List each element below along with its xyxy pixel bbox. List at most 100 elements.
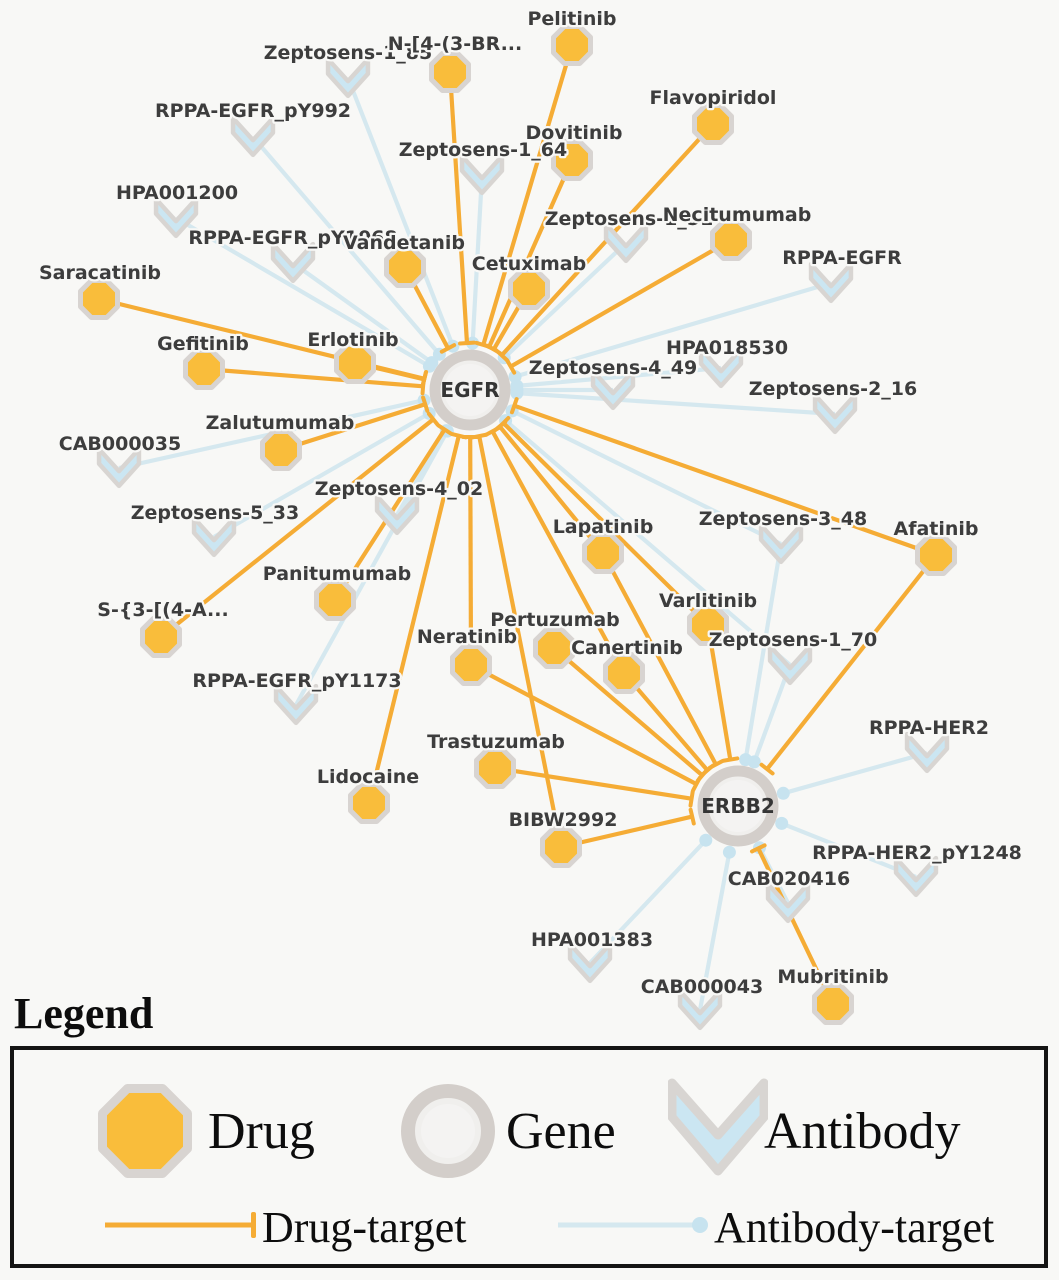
drug-node-Pelitinib[interactable] (551, 24, 593, 66)
node-label: Pelitinib (527, 8, 616, 30)
antibody-node-CAB000035[interactable] (96, 446, 142, 489)
node-label: CAB020416 (728, 868, 850, 890)
drug-icon (98, 1084, 192, 1178)
drug-node-Neratinib[interactable] (450, 644, 492, 686)
drug-node-Zalutumumab[interactable] (260, 429, 302, 471)
drug-target-edge (470, 663, 702, 793)
antibody-node-RPPA-HER2[interactable] (904, 731, 950, 774)
drug-node-Trastuzumab[interactable] (474, 747, 516, 789)
node-label: Zeptosens-1_64 (399, 139, 567, 161)
drug-node-Lidocaine[interactable] (348, 782, 390, 824)
drug-target-edge (505, 238, 733, 375)
antibody-target-edge (294, 424, 454, 707)
drug-node-Vandetanib[interactable] (384, 246, 426, 288)
node-label: Neratinib (417, 626, 517, 648)
drug-target-edge (622, 671, 715, 777)
drug-node-S-{3-[(4-A...[interactable] (140, 616, 182, 658)
antibody-node-HPA001383[interactable] (567, 941, 613, 984)
node-label: RPPA-EGFR (782, 247, 902, 269)
drug-target-edge (480, 159, 574, 352)
antibody-node-Zeptosens-2_16[interactable] (812, 392, 858, 435)
node-label: Dovitinib (526, 122, 623, 144)
legend-item-antibody: Antibody (764, 1103, 961, 1160)
drug-node-Panitumumab[interactable] (314, 579, 356, 621)
antibody-node-Zeptosens-1_51[interactable] (603, 221, 649, 264)
antibody-target-edge (346, 77, 460, 353)
drug-node-Erlotinib[interactable] (334, 342, 376, 384)
node-label: Varlitinib (659, 590, 757, 612)
drug-node-Necitumumab[interactable] (710, 219, 752, 261)
antibody-node-HPA001200[interactable] (153, 196, 199, 239)
legend-item-drug: Drug (208, 1103, 315, 1160)
legend-item-drug-target: Drug-target (262, 1203, 467, 1252)
antibody-node-Zeptosens-4_02[interactable] (374, 493, 420, 536)
antibody-node-RPPA-EGFR_pY1173[interactable] (273, 683, 319, 726)
node-label: RPPA-EGFR_pY992 (155, 100, 351, 122)
antibody-target-edge-icon (558, 1217, 708, 1233)
drug-node-Varlitinib[interactable] (687, 604, 729, 646)
antibody-target-edge (505, 404, 782, 546)
node-label: Zeptosens-1_51 (545, 208, 713, 230)
antibody-target-edge (212, 406, 436, 539)
node-label: Afatinib (893, 518, 978, 540)
antibody-target-edge (697, 845, 736, 1011)
drug-target-edge (470, 432, 564, 848)
antibody-node-RPPA-EGFR[interactable] (808, 261, 854, 304)
node-label: Zalutumumab (206, 412, 355, 434)
drug-node-Saracatinib[interactable] (78, 278, 120, 320)
drug-target-edge (749, 843, 835, 1005)
drug-node-Cetuximab[interactable] (508, 268, 550, 310)
drug-node-BIBW2992[interactable] (540, 826, 582, 868)
node-label: BIBW2992 (509, 809, 618, 831)
antibody-node-Zeptosens-5_33[interactable] (191, 515, 237, 558)
drug-node-Gefitinib[interactable] (183, 348, 225, 390)
antibody-target-edge (466, 174, 485, 350)
antibody-target-edge (499, 414, 792, 667)
drug-target-edge (474, 44, 575, 349)
antibody-node-Zeptosens-1_85[interactable] (325, 56, 371, 99)
legend-item-gene: Gene (506, 1103, 616, 1160)
antibody-node-RPPA-HER2_pY1248[interactable] (893, 855, 939, 898)
gene-node-EGFR[interactable]: EGFR (429, 349, 511, 431)
node-label: HPA018530 (666, 337, 788, 359)
drug-node-Canertinib[interactable] (603, 652, 645, 694)
antibody-node-Zeptosens-1_70[interactable] (767, 643, 813, 686)
antibody-node-Zeptosens-1_64[interactable] (459, 153, 505, 196)
node-label: HPA001200 (116, 182, 238, 204)
antibody-node-Zeptosens-4_49[interactable] (590, 368, 636, 411)
node-label: Gefitinib (157, 333, 249, 355)
antibody-node-RPPA-EGFR_pY992[interactable] (230, 115, 276, 158)
node-label: Zeptosens-1_70 (709, 629, 877, 651)
node-label: Necitumumab (663, 204, 812, 226)
drug-node-N-[4-(3-BR...[interactable] (429, 51, 471, 93)
node-label: RPPA-EGFR_pY1068 (188, 227, 397, 249)
drug-node-Lapatinib[interactable] (582, 532, 624, 574)
node-label: Pertuzumab (490, 609, 620, 631)
drug-node-Dovitinib[interactable] (551, 139, 593, 181)
node-label: N-[4-(3-BR... (388, 33, 522, 55)
drug-node-Flavopiridol[interactable] (692, 103, 734, 145)
node-label: Canertinib (571, 637, 683, 659)
antibody-node-CAB000043[interactable] (677, 988, 723, 1031)
node-label: Saracatinib (39, 262, 161, 284)
node-label: Panitumumab (263, 563, 411, 585)
antibody-node-HPA018530[interactable] (698, 346, 744, 389)
drug-target-edge (560, 807, 696, 850)
antibody-node-RPPA-EGFR_pY1068[interactable] (270, 241, 316, 284)
node-label: RPPA-HER2 (869, 717, 989, 739)
antibody-target-edge (776, 750, 928, 800)
drug-node-Afatinib[interactable] (915, 534, 957, 576)
node-label: CAB000043 (641, 976, 763, 998)
drug-node-Pertuzumab[interactable] (533, 627, 575, 669)
gene-label: ERBB2 (701, 794, 774, 818)
drug-node-Mubritinib[interactable] (812, 983, 854, 1025)
antibody-node-CAB020416[interactable] (765, 881, 811, 924)
gene-label: EGFR (440, 378, 499, 402)
antibody-node-Zeptosens-3_48[interactable] (758, 522, 804, 565)
drug-target-edge-icon (105, 1212, 256, 1238)
node-label: Vandetanib (343, 232, 465, 254)
node-label: Zeptosens-2_16 (749, 378, 917, 400)
gene-node-ERBB2[interactable]: ERBB2 (697, 765, 779, 847)
antibody-target-edge (251, 135, 446, 361)
